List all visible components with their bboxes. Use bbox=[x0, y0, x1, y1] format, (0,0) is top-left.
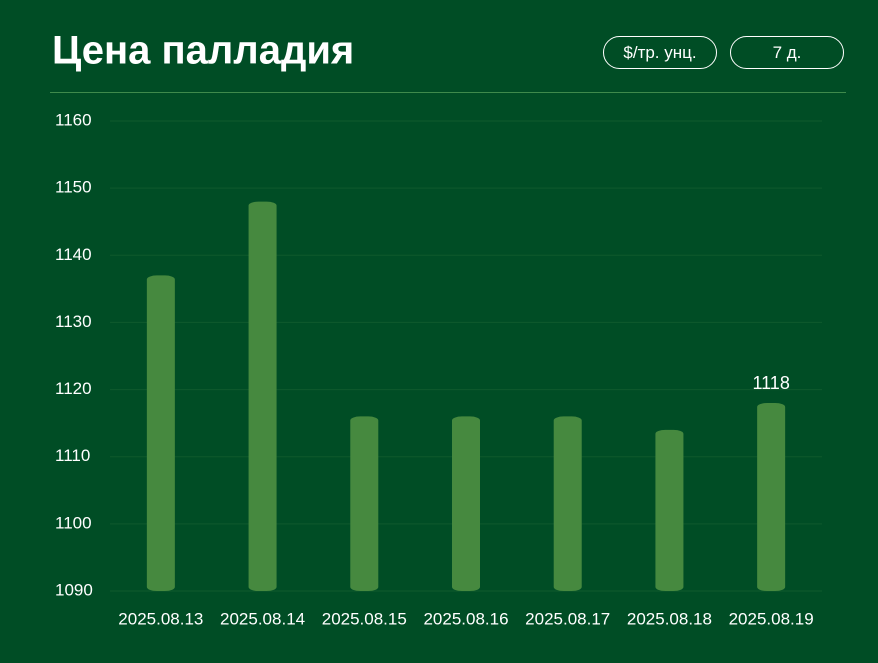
bar bbox=[452, 416, 480, 591]
bar bbox=[248, 201, 277, 592]
x-tick-label: 2025.08.19 bbox=[729, 609, 814, 628]
y-tick-label: 1090 bbox=[55, 580, 93, 599]
y-tick-label: 1140 bbox=[55, 245, 92, 264]
x-tick-label: 2025.08.16 bbox=[423, 609, 508, 628]
y-tick-label: 1120 bbox=[55, 379, 92, 398]
y-tick-label: 1150 bbox=[55, 178, 92, 197]
bar bbox=[553, 416, 582, 591]
x-tick-label: 2025.08.18 bbox=[627, 609, 712, 628]
unit-button[interactable]: $/тр. унц. bbox=[603, 36, 717, 69]
bar bbox=[757, 403, 786, 591]
y-tick-label: 1110 bbox=[55, 446, 90, 465]
data-label: 1118 bbox=[752, 373, 789, 393]
y-tick-label: 1100 bbox=[55, 513, 92, 532]
bar bbox=[146, 275, 175, 591]
x-tick-label: 2025.08.17 bbox=[525, 609, 610, 628]
chart-title: Цена палладия bbox=[52, 29, 354, 73]
x-tick-label: 2025.08.15 bbox=[322, 609, 407, 628]
bar bbox=[655, 429, 684, 591]
x-tick-label: 2025.08.13 bbox=[118, 609, 203, 628]
y-tick-label: 1160 bbox=[55, 110, 92, 129]
bar bbox=[350, 416, 379, 591]
y-tick-label: 1130 bbox=[55, 312, 92, 331]
x-tick-label: 2025.08.14 bbox=[220, 609, 305, 628]
period-button[interactable]: 7 д. bbox=[730, 36, 844, 69]
